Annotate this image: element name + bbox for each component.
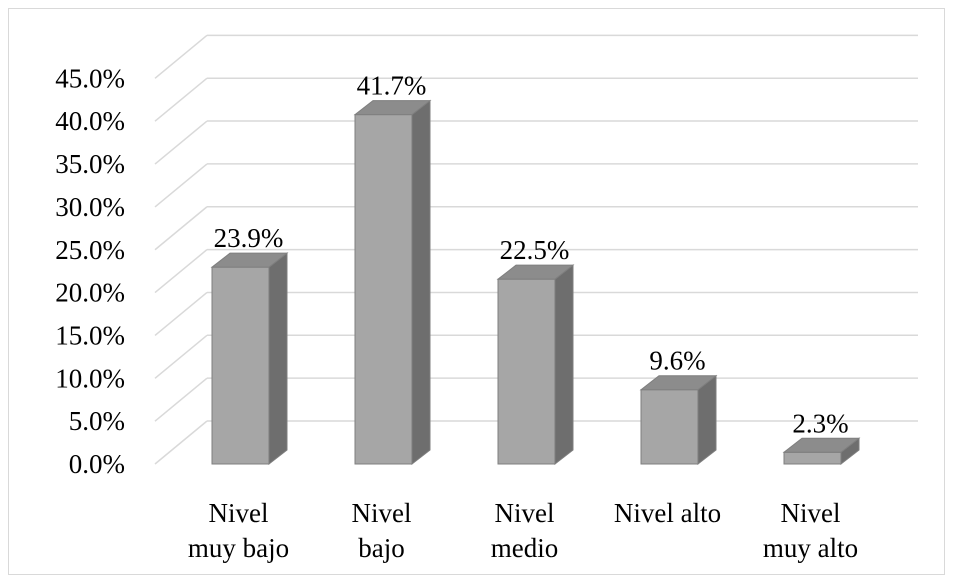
y-tick-label: 25.0% — [55, 235, 125, 265]
bar-top — [210, 252, 289, 268]
category-label: bajo — [358, 533, 405, 563]
category-label: medio — [491, 533, 559, 563]
bar-side — [554, 264, 574, 466]
category-label: muy alto — [763, 533, 858, 563]
data-label: 2.3% — [792, 408, 848, 438]
bar-front — [354, 114, 413, 465]
y-tick-label: 40.0% — [55, 106, 125, 136]
category-label: muy bajo — [188, 533, 289, 563]
bar-3 — [496, 264, 575, 466]
gridline-diagonal — [154, 420, 208, 465]
category-label: Nivel — [209, 498, 269, 528]
bar-front — [211, 266, 270, 465]
data-label: 41.7% — [357, 71, 427, 101]
gridline-diagonal — [154, 163, 208, 208]
gridline-diagonal — [154, 291, 208, 337]
y-tick-label: 45.0% — [55, 63, 125, 93]
data-label: 9.6% — [649, 346, 705, 376]
category-label: Nivel — [495, 498, 555, 528]
y-tick-label: 5.0% — [69, 406, 125, 436]
gridline-diagonal — [154, 249, 208, 294]
bar-side — [268, 252, 288, 466]
gridlines — [154, 34, 918, 465]
data-label: 22.5% — [500, 235, 570, 265]
y-tick-label: 30.0% — [55, 192, 125, 222]
category-label: Nivel — [352, 498, 412, 528]
gridline-diagonal — [154, 206, 208, 251]
chart-frame — [8, 8, 945, 575]
y-tick-label: 10.0% — [55, 363, 125, 393]
bar-4 — [639, 374, 718, 466]
bar-5 — [782, 437, 861, 466]
gridline-diagonal — [154, 334, 208, 379]
bar-side — [697, 374, 717, 466]
bar-2 — [353, 99, 432, 466]
y-tick-label: 35.0% — [55, 149, 125, 179]
bar-top — [496, 264, 575, 280]
bar-side — [411, 99, 431, 466]
y-tick-label: 0.0% — [69, 449, 125, 479]
gridline-diagonal — [154, 34, 208, 79]
gridline-diagonal — [154, 77, 208, 122]
gridline-diagonal — [154, 377, 208, 422]
bar-top — [639, 375, 718, 391]
y-axis-ticks: 0.0% 5.0% 10.0% 15.0% 20.0% 25.0% 30.0% 35.0% 40… — [55, 63, 125, 479]
category-labels: Nivel muy bajo Nivel bajo Nivel medio Nivel al… — [188, 498, 858, 563]
bar-1 — [210, 252, 289, 466]
bar-front — [497, 278, 556, 465]
y-tick-label: 20.0% — [55, 278, 125, 308]
bar-top — [782, 437, 861, 453]
bars — [210, 99, 861, 466]
data-labels: 23.9% 41.7% 22.5% 9.6% 2.3% — [214, 71, 849, 439]
gridline-diagonal — [154, 120, 208, 165]
bar-front — [783, 451, 842, 465]
bar-front — [640, 389, 699, 465]
y-tick-label: 15.0% — [55, 320, 125, 350]
bar-top — [353, 100, 432, 116]
data-label: 23.9% — [214, 223, 284, 253]
category-label: Nivel alto — [614, 498, 721, 528]
category-label: Nivel — [781, 498, 841, 528]
